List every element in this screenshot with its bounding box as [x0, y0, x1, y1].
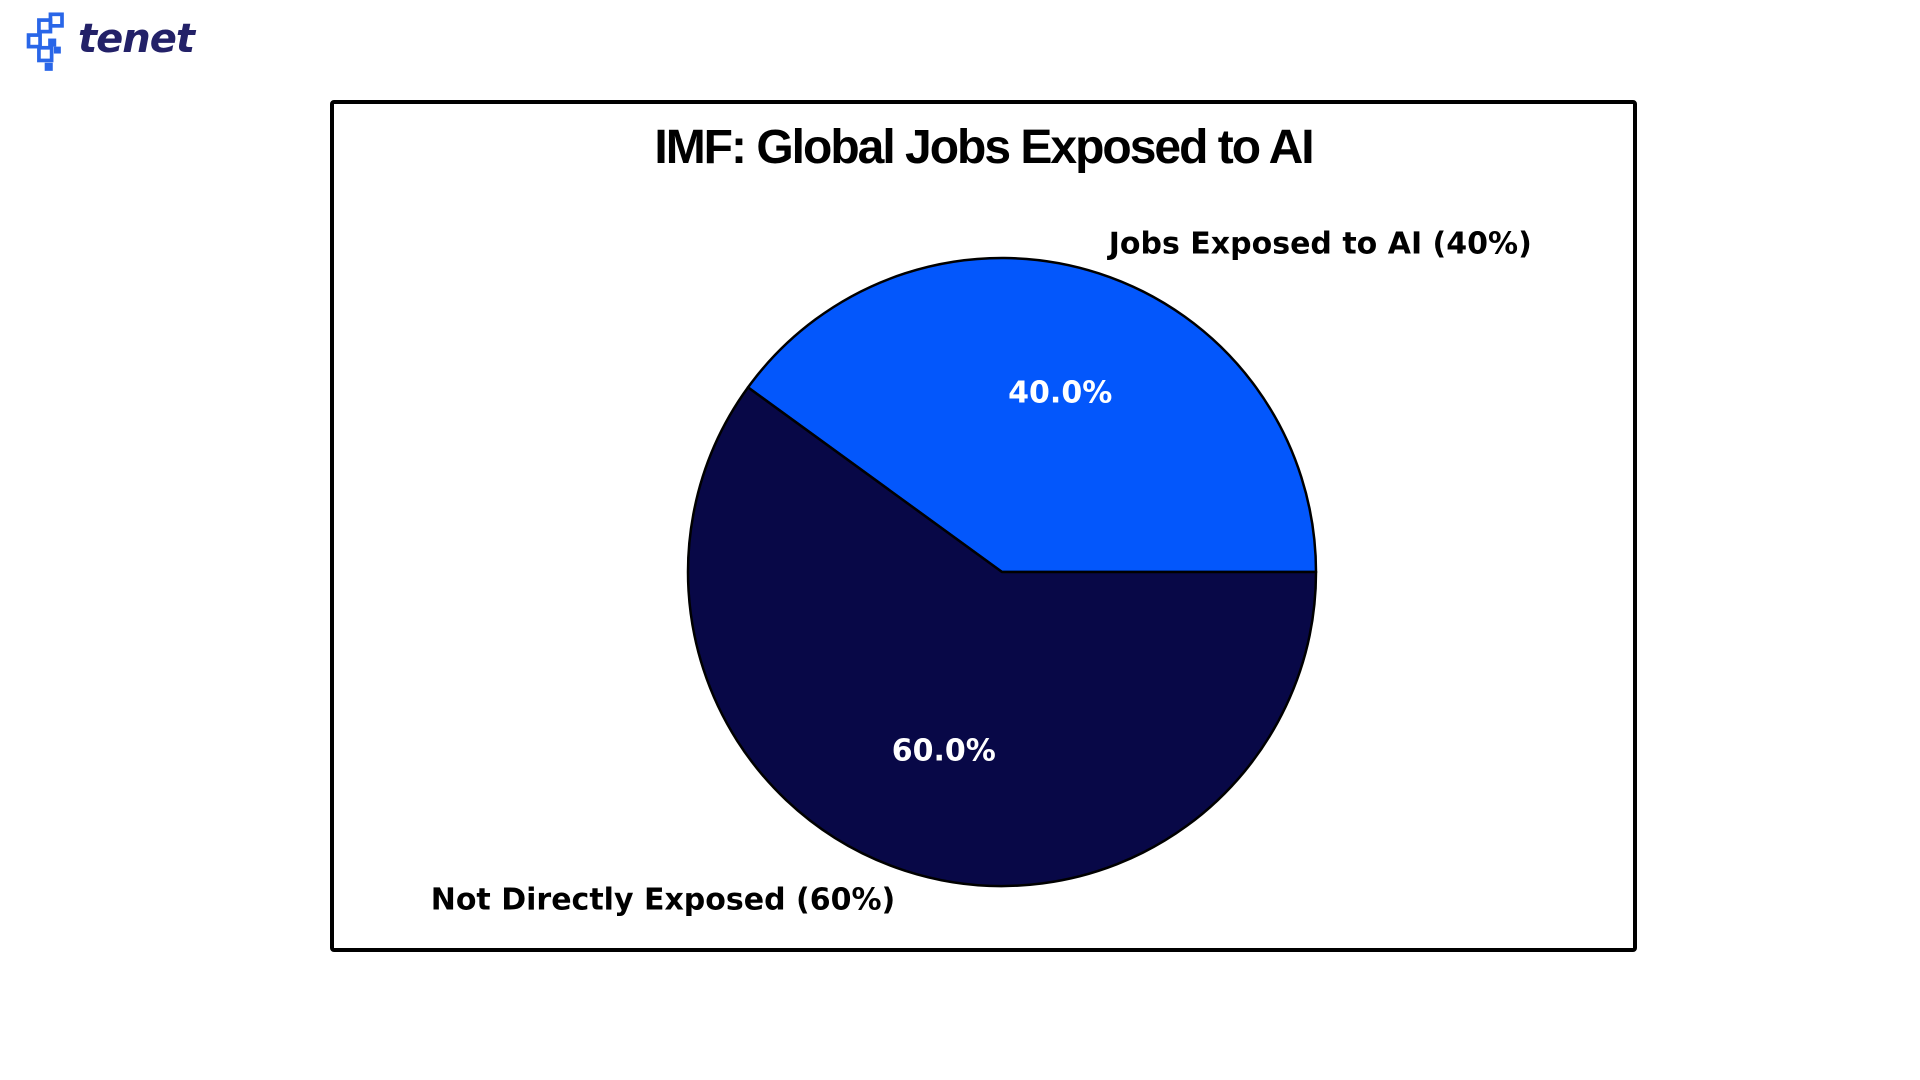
chart-title: IMF: Global Jobs Exposed to AI: [654, 121, 1314, 174]
pie-chart-svg: [686, 256, 1318, 888]
pie-pct-label-0: 40.0%: [1008, 375, 1113, 411]
pie-outer-label-0: Jobs Exposed to AI (40%): [1108, 226, 1532, 261]
pie-pct-label-1: 60.0%: [891, 733, 996, 769]
pie-slice-1: [686, 386, 1318, 888]
brand-logo: tenet: [26, 12, 195, 72]
pie-slice-0: [746, 256, 1318, 574]
brand-name: tenet: [78, 16, 195, 62]
pie-outer-label-1: Not Directly Exposed (60%): [430, 882, 896, 918]
tenet-logo-icon: [26, 12, 64, 71]
